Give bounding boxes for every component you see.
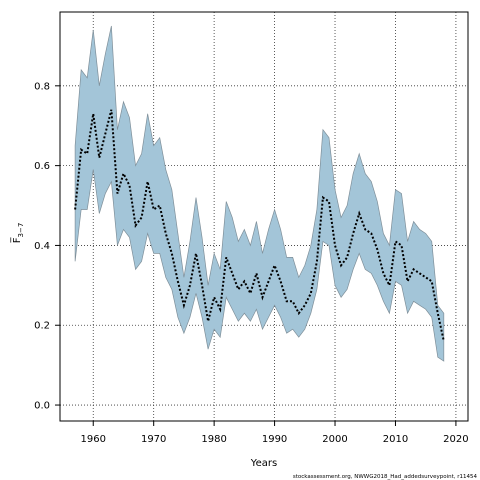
y-tick-label-1: 0.2: [34, 321, 50, 332]
y-axis-label-main: F̅: [10, 237, 23, 244]
source-caption: stockassessment.org, NWWG2018_Had_addeds…: [293, 474, 478, 480]
x-tick-label-1960: 1960: [81, 434, 106, 445]
confidence-band: [74, 25, 445, 362]
x-tick-label-2010: 2010: [383, 434, 408, 445]
y-tick-label-4: 0.8: [34, 81, 50, 92]
x-tick-label-1980: 1980: [201, 434, 226, 445]
y-tick-label-2: 0.4: [34, 241, 50, 252]
estimate-line: [74, 109, 445, 342]
y-axis-label-subscript: 3−7: [17, 223, 25, 238]
x-tick-label-1970: 1970: [141, 434, 166, 445]
plot-frame: [59, 11, 469, 422]
svg-text:F̅3−7: F̅3−7: [10, 223, 25, 244]
x-axis-label: Years: [250, 458, 277, 469]
y-axis: 0.0 0.2 0.4 0.6 0.8: [34, 81, 60, 412]
y-tick-label-0: 0.0: [34, 401, 50, 412]
x-tick-label-1990: 1990: [262, 434, 287, 445]
y-axis-label: F̅3−7: [10, 223, 25, 244]
x-axis: 1960 1970 1980 1990 2000 2010 2020: [81, 421, 469, 445]
y-tick-label-3: 0.6: [34, 161, 50, 172]
x-tick-label-2000: 2000: [322, 434, 347, 445]
x-tick-label-2020: 2020: [443, 434, 468, 445]
